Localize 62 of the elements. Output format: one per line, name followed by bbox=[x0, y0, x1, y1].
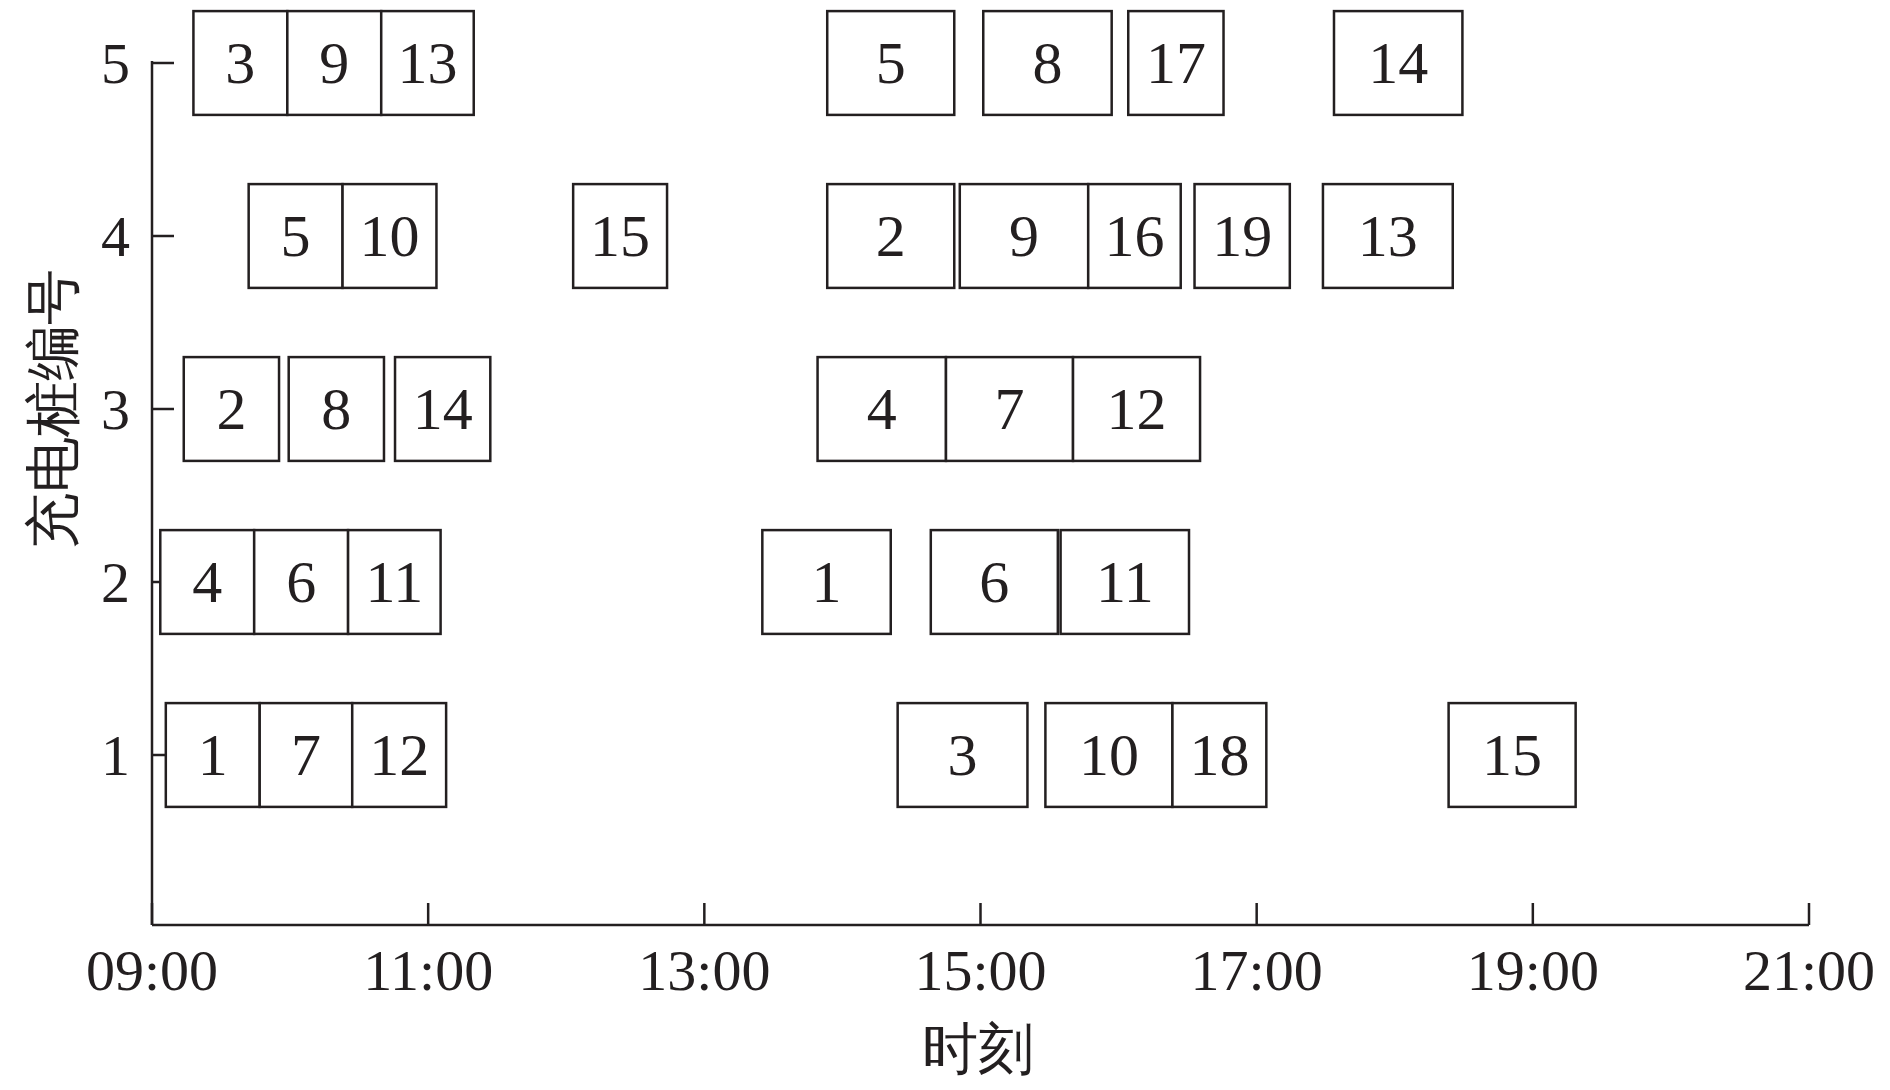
x-tick-label: 21:00 bbox=[1742, 938, 1876, 1003]
bar bbox=[1332, 9, 1464, 117]
annotation: 3 bbox=[947, 722, 978, 788]
annotation: 17 bbox=[1145, 30, 1206, 96]
y-tick-label: 3 bbox=[101, 377, 130, 442]
annotation: 1 bbox=[197, 722, 228, 788]
annotation: 9 bbox=[1009, 203, 1039, 269]
annotation: 1 bbox=[811, 549, 842, 615]
x-tick-label: 17:00 bbox=[1190, 938, 1323, 1003]
bar bbox=[287, 355, 386, 463]
annotation: 3 bbox=[225, 30, 256, 96]
annotation: 7 bbox=[290, 722, 321, 788]
bar bbox=[393, 355, 492, 463]
annotation: 2 bbox=[875, 203, 906, 269]
annotation: 7 bbox=[994, 376, 1025, 442]
annotation: 10 bbox=[1078, 722, 1139, 788]
bar bbox=[825, 182, 956, 290]
annotation: 6 bbox=[979, 549, 1010, 615]
x-tick-label: 19:00 bbox=[1466, 938, 1599, 1003]
x-axis-title: 时刻 bbox=[921, 1018, 1034, 1080]
y-tick-label: 2 bbox=[101, 550, 130, 615]
annotation: 12 bbox=[369, 722, 430, 788]
x-tick-label: 15:00 bbox=[914, 938, 1047, 1003]
bar bbox=[982, 9, 1113, 117]
y-tick-label: 5 bbox=[101, 31, 130, 96]
annotation: 6 bbox=[286, 549, 317, 615]
annotation: 5 bbox=[280, 203, 311, 269]
bar bbox=[761, 528, 892, 636]
bar bbox=[182, 355, 281, 463]
annotation: 12 bbox=[1106, 376, 1167, 442]
x-tick-label: 09:00 bbox=[85, 938, 219, 1003]
annotation: 11 bbox=[365, 549, 424, 615]
annotation: 8 bbox=[1032, 30, 1063, 96]
x-tick-label: 11:00 bbox=[363, 938, 494, 1003]
annotation: 10 bbox=[359, 203, 420, 269]
annotation: 5 bbox=[875, 30, 906, 96]
annotation: 15 bbox=[590, 203, 651, 269]
y-tick-label: 1 bbox=[101, 723, 130, 788]
annotation: 13 bbox=[1357, 203, 1418, 269]
annotation: 8 bbox=[321, 376, 352, 442]
annotation: 2 bbox=[216, 376, 247, 442]
y-tick-label: 4 bbox=[101, 204, 130, 269]
bar bbox=[1127, 9, 1225, 117]
annotation: 19 bbox=[1212, 203, 1273, 269]
bar bbox=[1193, 182, 1292, 290]
x-tick-label: 13:00 bbox=[638, 938, 771, 1003]
annotation: 4 bbox=[192, 549, 223, 615]
annotation: 14 bbox=[412, 376, 473, 442]
bar bbox=[571, 182, 669, 290]
annotation: 11 bbox=[1095, 549, 1154, 615]
annotation: 13 bbox=[397, 30, 458, 96]
y-axis-title: 充电桩编号 bbox=[22, 269, 84, 549]
annotation: 4 bbox=[866, 376, 897, 442]
annotation: 15 bbox=[1482, 722, 1543, 788]
annotation: 18 bbox=[1189, 722, 1250, 788]
bar bbox=[896, 701, 1029, 809]
bar bbox=[825, 9, 956, 117]
annotation: 9 bbox=[319, 30, 350, 96]
annotation: 14 bbox=[1368, 30, 1429, 96]
bar bbox=[1447, 701, 1577, 809]
bar bbox=[1321, 182, 1454, 290]
annotation: 16 bbox=[1104, 203, 1165, 269]
